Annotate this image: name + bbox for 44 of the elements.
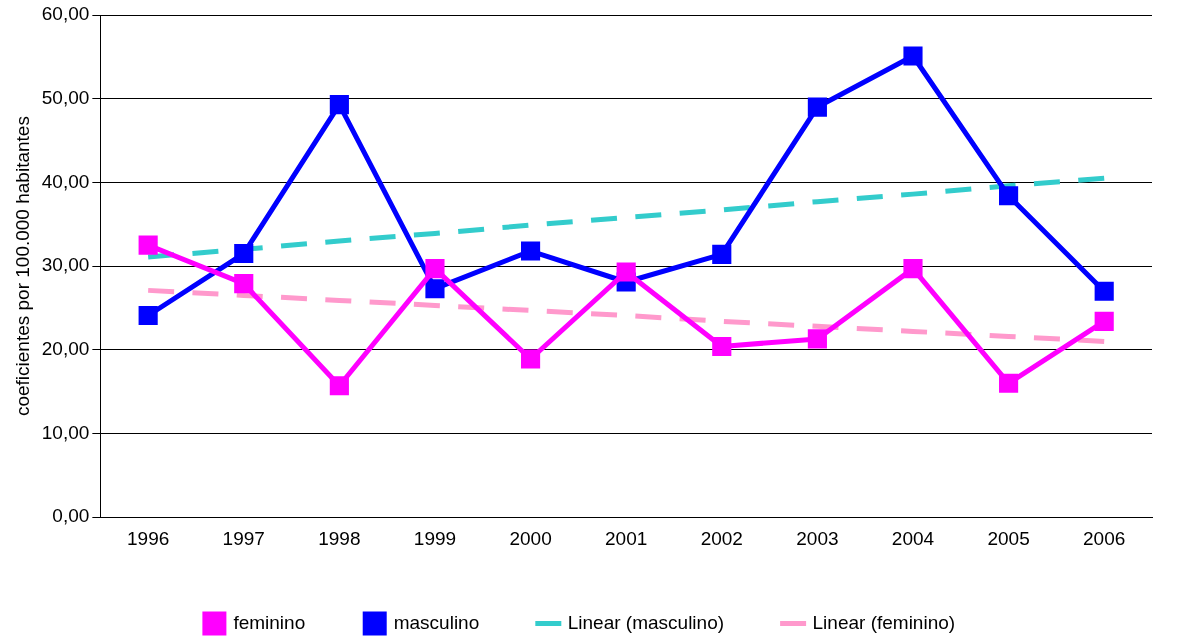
y-axis-title: coeficientes por 100.000 habitantes: [11, 116, 33, 417]
y-tick-label: 50,00: [41, 86, 90, 108]
point: [425, 279, 445, 299]
legend-label: Linear (feminino): [812, 611, 956, 633]
point: [712, 244, 732, 264]
point: [807, 97, 827, 117]
x-tick-label: 1997: [222, 527, 265, 549]
point: [1094, 311, 1114, 331]
x-tick-label: 1999: [413, 527, 457, 549]
point: [234, 243, 254, 264]
y-tick-label: 10,00: [41, 421, 90, 443]
x-tick-label: 2002: [700, 527, 743, 549]
point: [425, 259, 445, 279]
y-tick-label: 0,00: [52, 505, 90, 527]
point: [807, 329, 827, 349]
point: [138, 305, 158, 326]
x-tick-label: 2000: [509, 527, 552, 549]
point: [521, 349, 541, 369]
point: [712, 336, 732, 357]
point: [329, 376, 349, 396]
point: [616, 262, 636, 282]
point: [903, 259, 923, 279]
point: [903, 46, 923, 66]
point: [999, 186, 1019, 206]
point: [521, 241, 541, 261]
y-tick-label: 40,00: [41, 170, 90, 192]
x-tick-label: 1998: [318, 527, 361, 549]
x-tick-label: 2006: [1083, 527, 1126, 549]
y-tick-label: 30,00: [41, 254, 90, 276]
point: [1094, 281, 1114, 301]
legend-label: masculino: [393, 611, 480, 633]
point: [329, 94, 349, 115]
legend-label: Linear (masculino): [567, 611, 725, 633]
x-tick-label: 2003: [796, 527, 839, 549]
x-tick-label: 1996: [127, 527, 170, 549]
point: [138, 235, 158, 255]
y-tick-label: 20,00: [41, 338, 90, 360]
legend-label: feminino: [233, 611, 306, 633]
x-tick-label: 2004: [891, 527, 935, 549]
point: [234, 274, 254, 294]
x-tick-label: 2005: [987, 527, 1030, 549]
point: [999, 373, 1019, 393]
y-tick-label: 60,00: [41, 3, 90, 25]
x-tick-label: 2001: [605, 527, 648, 549]
